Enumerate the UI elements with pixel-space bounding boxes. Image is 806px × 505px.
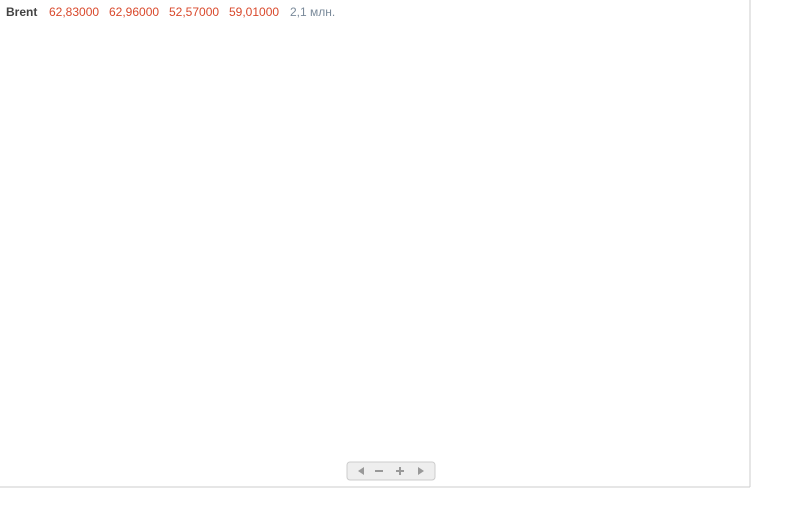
title: Brent [6, 5, 37, 19]
header-bg [0, 2, 345, 24]
scroll-control [346, 461, 436, 481]
scroll-bg [346, 461, 436, 481]
zoom-in[interactable] [396, 467, 404, 475]
header-volume: 2,1 млн. [290, 5, 335, 19]
scroll-right[interactable] [418, 467, 424, 475]
scroll-left[interactable] [358, 467, 364, 475]
header-close: 59,01000 [229, 5, 279, 19]
header-low: 52,57000 [169, 5, 219, 19]
zoom-out[interactable] [375, 470, 383, 472]
header-open: 62,83000 [49, 5, 99, 19]
header-high: 62,96000 [109, 5, 159, 19]
